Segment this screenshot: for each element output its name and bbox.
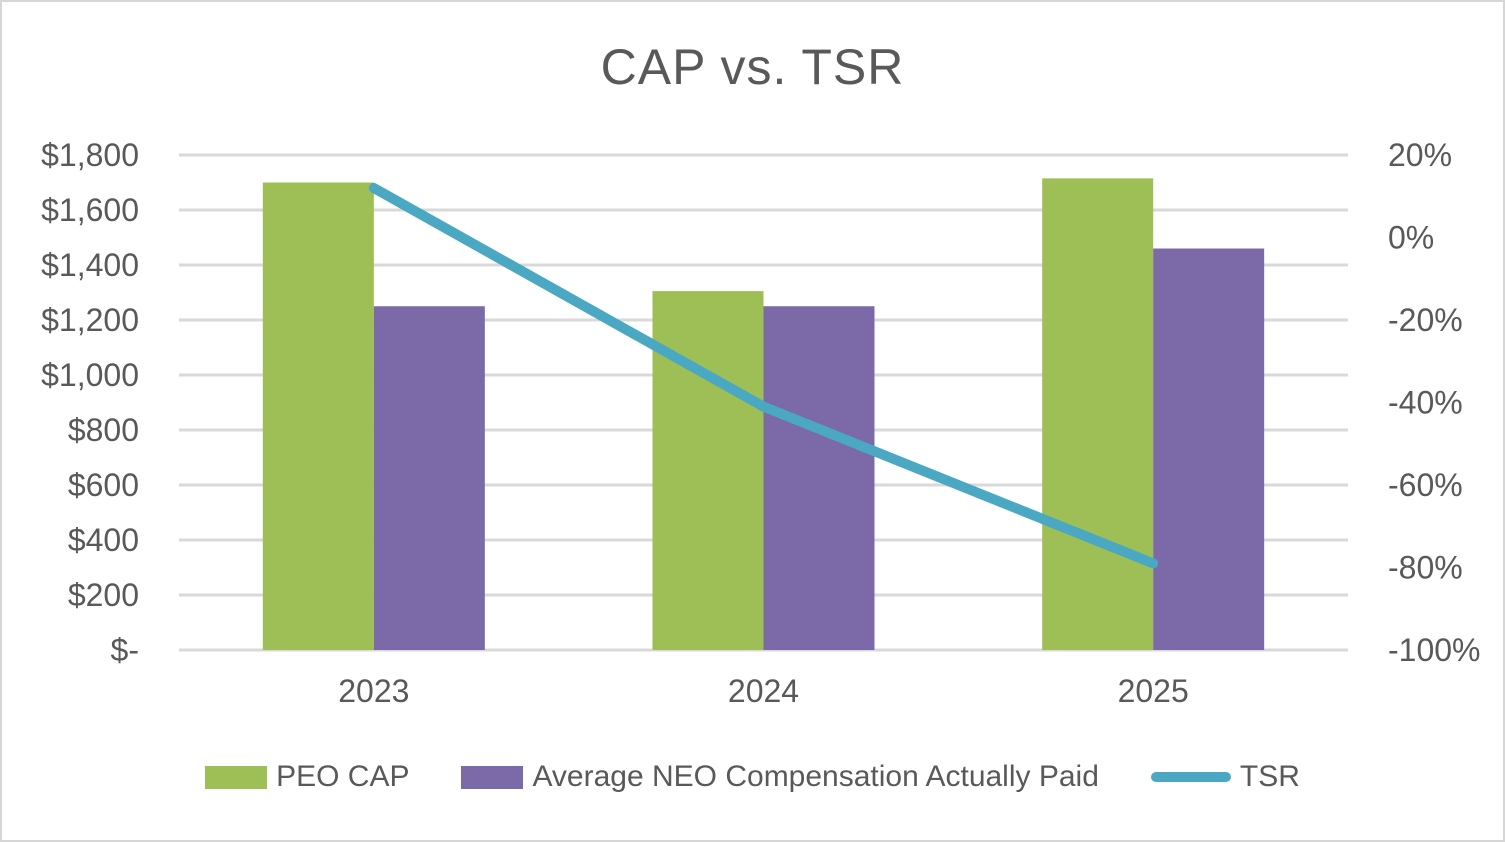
left-axis-tick-label: $800 bbox=[68, 412, 139, 448]
right-axis-tick-label: 0% bbox=[1388, 220, 1434, 256]
bar-peo-cap-2023[interactable] bbox=[262, 182, 374, 651]
bar-neo-cap-2023[interactable] bbox=[373, 306, 485, 650]
tsr-line[interactable] bbox=[368, 183, 1159, 569]
bar-peo-cap-2025[interactable] bbox=[1042, 178, 1154, 650]
legend-bar-swatch bbox=[205, 765, 268, 789]
x-axis-label-2025: 2025 bbox=[1118, 673, 1189, 709]
right-axis-tick-label: 20% bbox=[1388, 137, 1452, 173]
legend-item-tsr[interactable]: TSR bbox=[1150, 760, 1300, 794]
x-axis-label-2023: 2023 bbox=[338, 673, 409, 709]
left-axis-tick-label: $200 bbox=[68, 577, 139, 613]
legend-line-swatch bbox=[1150, 772, 1231, 782]
x-axis-label-2024: 2024 bbox=[728, 673, 799, 709]
left-axis-tick-label: $1,400 bbox=[41, 247, 139, 283]
bar-peo-cap-2024[interactable] bbox=[652, 291, 764, 650]
right-axis-tick-label: -80% bbox=[1388, 550, 1463, 586]
legend-item-peo-cap[interactable]: PEO CAP bbox=[205, 760, 409, 794]
right-axis-tick-label: -40% bbox=[1388, 385, 1463, 421]
legend-label: TSR bbox=[1239, 760, 1300, 793]
legend-item-neo-cap[interactable]: Average NEO Compensation Actually Paid bbox=[461, 760, 1099, 794]
left-axis-tick-label: $1,600 bbox=[41, 192, 139, 228]
left-axis-tick-label: $- bbox=[111, 632, 139, 668]
bar-neo-cap-2024[interactable] bbox=[763, 306, 875, 650]
left-axis-tick-label: $1,000 bbox=[41, 357, 139, 393]
chart-title: CAP vs. TSR bbox=[600, 39, 905, 95]
right-axis-tick-label: -60% bbox=[1388, 467, 1463, 503]
bar-neo-cap-2025[interactable] bbox=[1153, 248, 1265, 651]
legend-label: PEO CAP bbox=[276, 760, 410, 793]
legend-label: Average NEO Compensation Actually Paid bbox=[532, 760, 1099, 793]
left-axis-tick-label: $1,800 bbox=[41, 137, 139, 173]
right-axis-tick-label: -100% bbox=[1388, 632, 1481, 668]
left-axis-tick-label: $600 bbox=[68, 467, 139, 503]
left-axis-tick-label: $1,200 bbox=[41, 302, 139, 338]
left-axis-tick-label: $400 bbox=[68, 522, 139, 558]
chart-legend: PEO CAP Average NEO Compensation Actually… bbox=[2, 760, 1503, 794]
right-axis-tick-label: -20% bbox=[1388, 302, 1463, 338]
legend-bar-swatch bbox=[461, 765, 524, 789]
